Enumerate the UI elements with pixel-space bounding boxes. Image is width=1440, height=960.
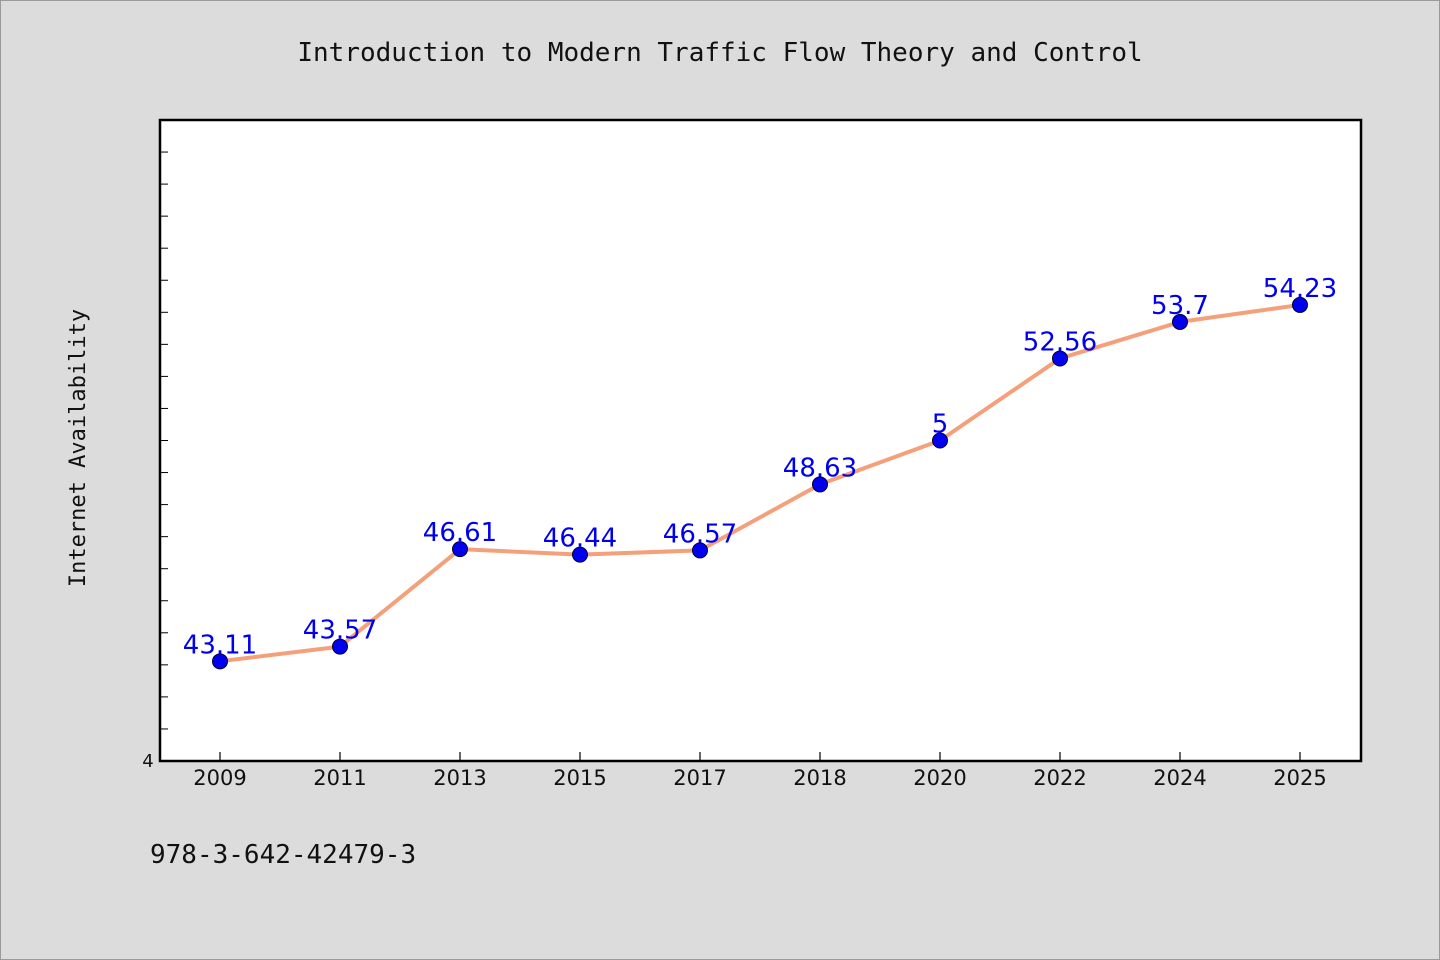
data-label: 52.56: [1023, 327, 1097, 357]
x-axis-ticks: [219, 752, 1301, 761]
isbn-text: 978-3-642-42479-3: [150, 840, 416, 870]
data-label: 43.57: [303, 616, 377, 646]
data-label: 48.63: [783, 453, 857, 483]
y-tick-label: 4: [142, 751, 153, 772]
x-tick-label: 2009: [193, 766, 246, 790]
x-tick-label: 2020: [913, 766, 966, 790]
series-lines: [218, 302, 1302, 664]
x-axis-tick-labels: 2009 2011 2013 2015 2017 2018 2020 2022 2024 2025: [193, 766, 1326, 790]
data-point: [572, 546, 588, 563]
plot-area: [158, 118, 1363, 763]
y-axis-label: Internet Availability: [66, 309, 91, 587]
data-label: 5: [932, 410, 949, 440]
data-point: [212, 653, 228, 670]
data-point: [452, 541, 468, 558]
data-label: 46.44: [543, 524, 617, 554]
data-label: 43.11: [183, 630, 257, 660]
x-tick-label: 2018: [793, 766, 846, 790]
data-label: 46.57: [663, 519, 737, 549]
y-axis-ticks: [160, 151, 168, 730]
data-labels: 43.11 43.57 46.61 46.44 46.57 48.63 5 52.56 53.7…: [183, 274, 1337, 660]
data-point: [1172, 313, 1188, 330]
data-point: [1052, 350, 1068, 367]
data-point: [332, 638, 348, 655]
series-line: [218, 302, 1302, 664]
chart-title: Introduction to Modern Traffic Flow Theo…: [297, 38, 1142, 68]
data-label: 54.23: [1263, 274, 1337, 304]
series-points: [212, 296, 1308, 670]
data-label: 46.61: [423, 518, 497, 548]
x-tick-label: 2017: [673, 766, 726, 790]
x-tick-label: 2013: [433, 766, 486, 790]
data-point: [1292, 296, 1308, 313]
x-tick-label: 2011: [313, 766, 366, 790]
x-tick-label: 2022: [1033, 766, 1086, 790]
x-tick-label: 2025: [1273, 766, 1326, 790]
data-point: [692, 542, 708, 559]
data-point: [932, 432, 948, 449]
y-axis-tick-labels: 4: [142, 751, 153, 772]
x-tick-label: 2015: [553, 766, 606, 790]
data-point: [812, 476, 828, 493]
data-label: 53.7: [1151, 291, 1209, 321]
x-tick-label: 2024: [1153, 766, 1206, 790]
